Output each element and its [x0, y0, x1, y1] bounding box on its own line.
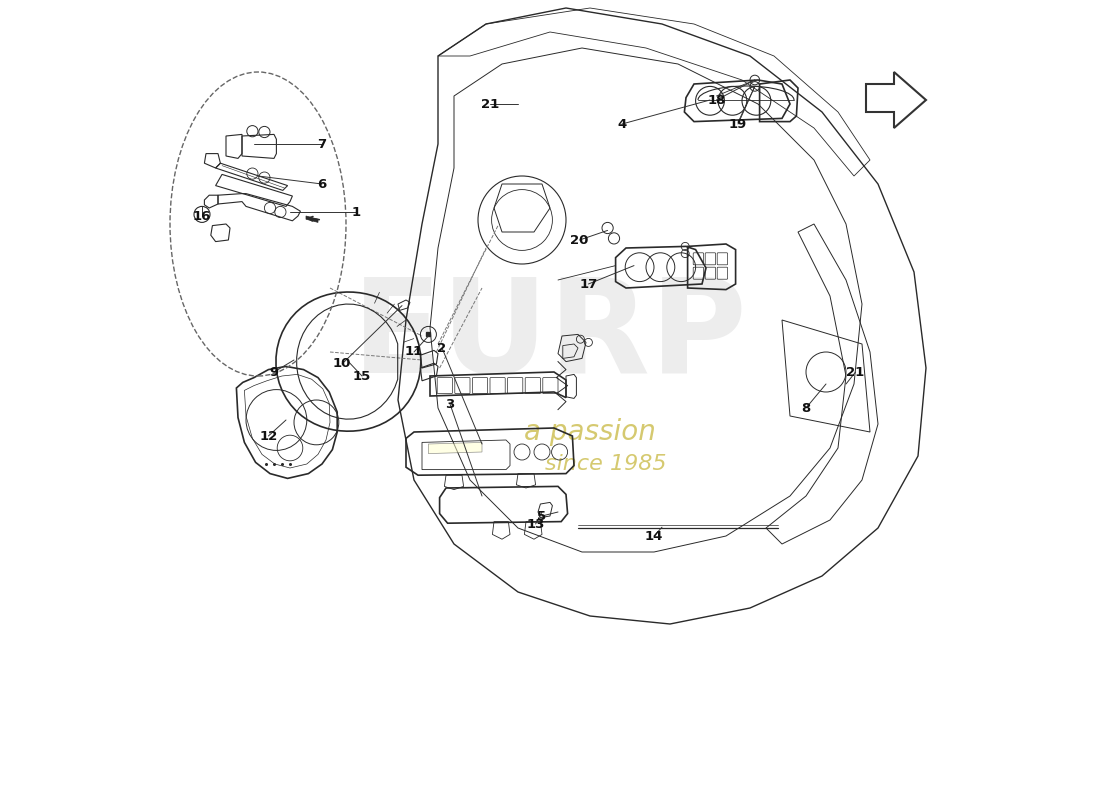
- Text: 15: 15: [353, 370, 371, 382]
- Text: 3: 3: [446, 398, 454, 410]
- Text: EURP: EURP: [352, 273, 748, 399]
- Text: 19: 19: [729, 118, 747, 130]
- Text: 21: 21: [481, 98, 499, 110]
- Text: 13: 13: [527, 518, 544, 530]
- Text: 8: 8: [802, 402, 811, 414]
- Text: 1: 1: [352, 206, 361, 218]
- Text: 9: 9: [270, 366, 278, 378]
- Text: 2: 2: [438, 342, 447, 354]
- Polygon shape: [306, 216, 318, 222]
- Text: 4: 4: [617, 118, 627, 130]
- Text: since 1985: since 1985: [546, 454, 667, 474]
- Text: 18: 18: [707, 94, 726, 106]
- Text: 12: 12: [260, 430, 277, 442]
- Polygon shape: [428, 442, 482, 454]
- Text: 5: 5: [538, 510, 547, 522]
- Text: 21: 21: [847, 366, 865, 378]
- Text: 20: 20: [571, 234, 588, 246]
- Text: 14: 14: [645, 530, 663, 542]
- Text: 11: 11: [405, 346, 424, 358]
- Text: 17: 17: [580, 278, 597, 290]
- Text: a passion: a passion: [524, 418, 656, 446]
- Text: 10: 10: [333, 358, 351, 370]
- Text: 7: 7: [318, 138, 327, 150]
- Text: 16: 16: [192, 210, 211, 222]
- Text: 6: 6: [318, 178, 327, 190]
